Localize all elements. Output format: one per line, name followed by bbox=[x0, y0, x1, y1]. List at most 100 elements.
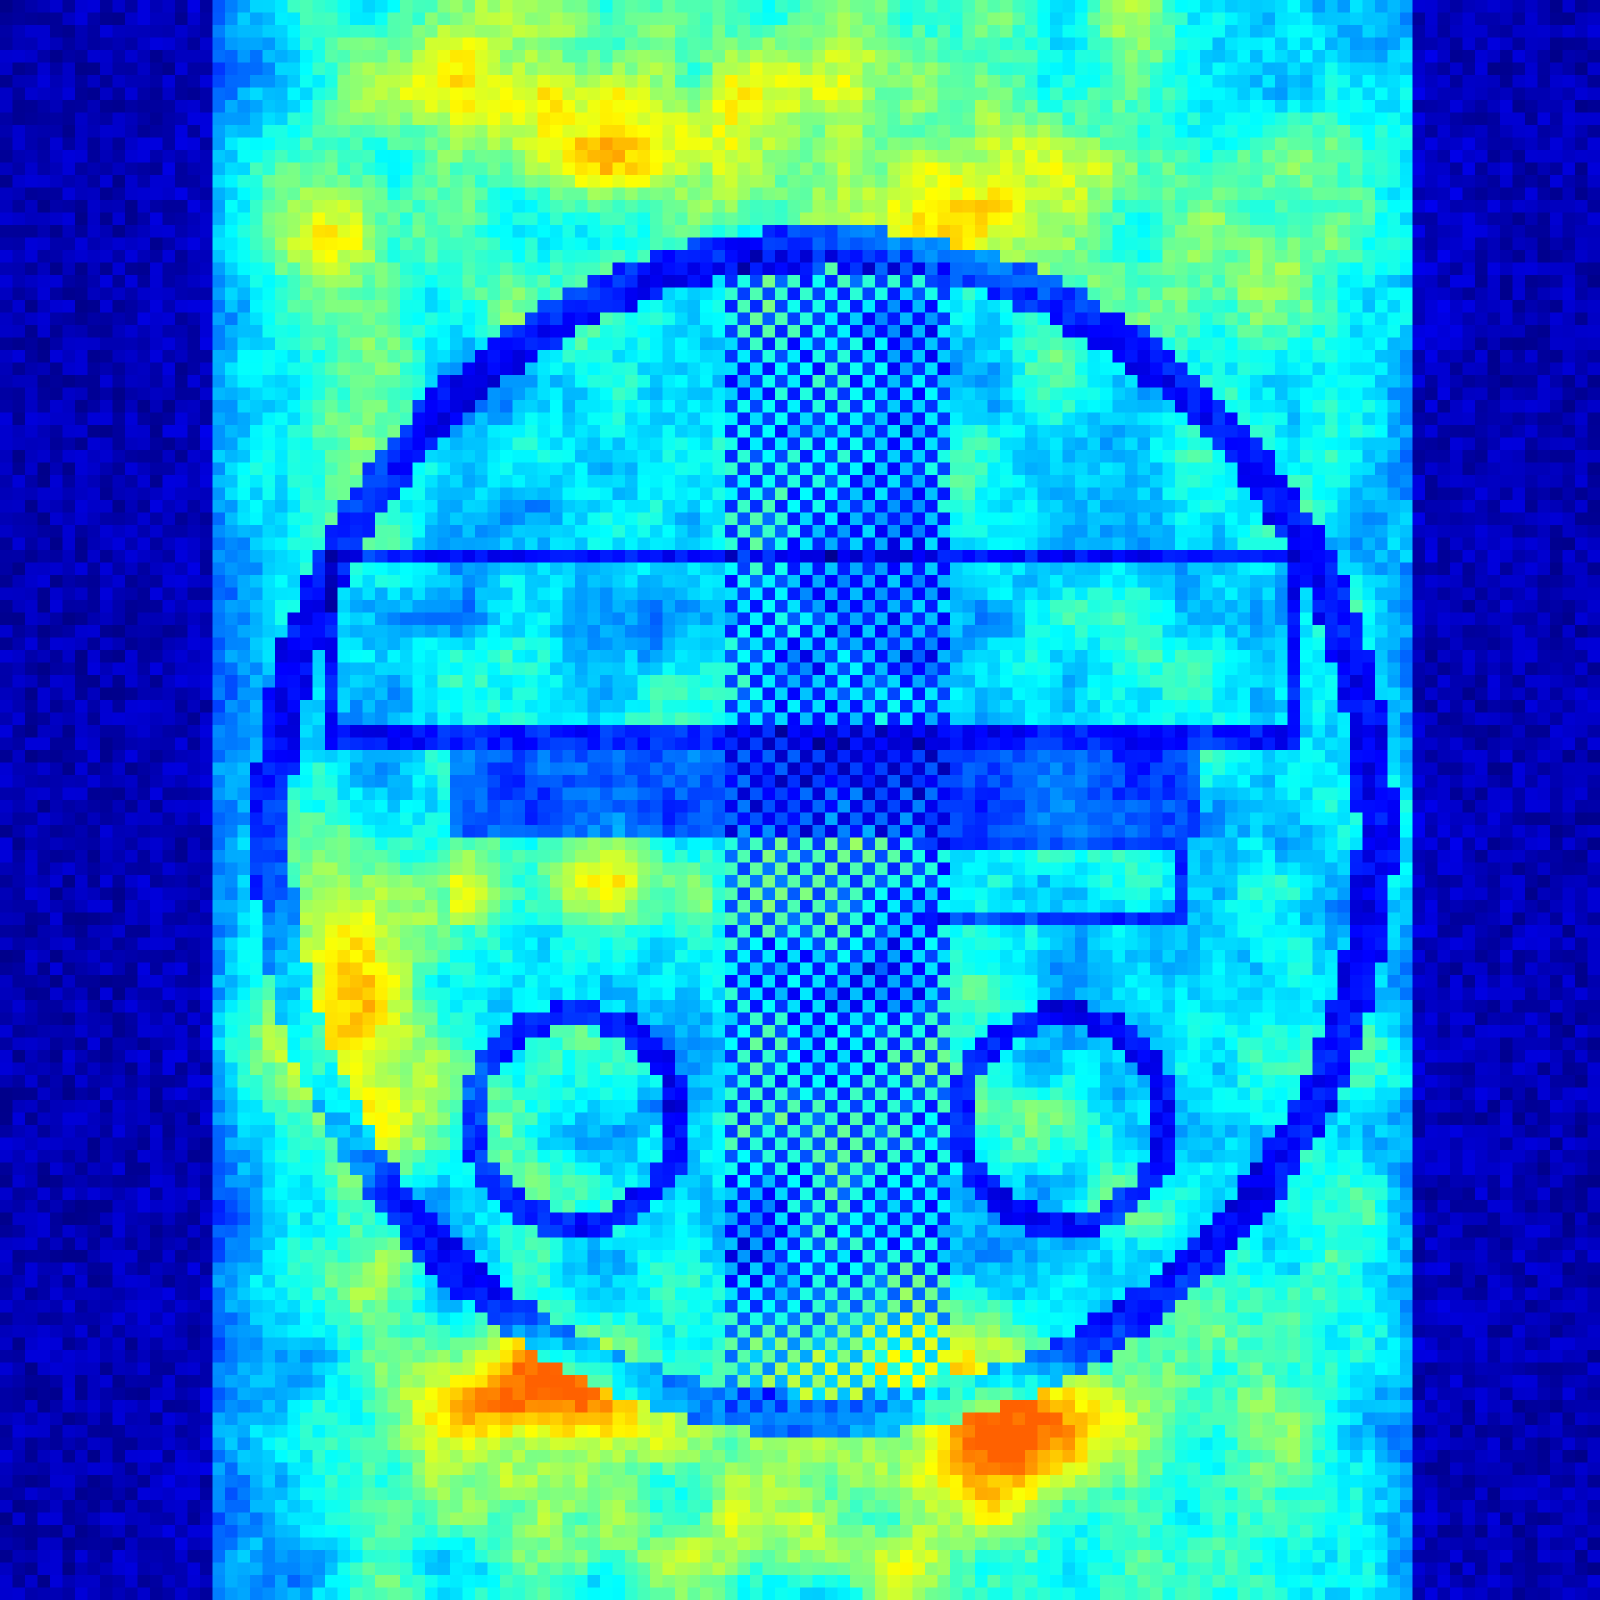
heatmap-cell bbox=[850, 325, 864, 339]
heatmap-cell bbox=[512, 400, 526, 414]
heatmap-cell bbox=[125, 400, 139, 414]
heatmap-cell bbox=[1062, 75, 1076, 89]
heatmap-cell bbox=[825, 0, 839, 14]
heatmap-cell bbox=[0, 100, 14, 114]
heatmap-cell bbox=[762, 50, 776, 64]
heatmap-cell bbox=[1037, 237, 1051, 251]
heatmap-cell bbox=[612, 25, 626, 39]
heatmap-cell bbox=[1075, 225, 1089, 239]
heatmap-cell bbox=[1200, 412, 1214, 426]
heatmap-cell bbox=[1525, 12, 1539, 26]
heatmap-cell bbox=[925, 325, 939, 339]
heatmap-cell bbox=[637, 412, 651, 426]
heatmap-cell bbox=[1362, 100, 1376, 114]
heatmap-cell bbox=[25, 112, 39, 126]
heatmap-cell bbox=[125, 287, 139, 301]
heatmap-cell bbox=[775, 437, 789, 451]
heatmap-cell bbox=[600, 412, 614, 426]
heatmap-cell bbox=[1575, 350, 1589, 364]
heatmap-cell bbox=[37, 487, 51, 501]
heatmap-cell bbox=[600, 0, 614, 14]
heatmap-cell bbox=[725, 112, 739, 126]
heatmap-cell bbox=[500, 412, 514, 426]
heatmap-cell bbox=[175, 287, 189, 301]
heatmap-cell bbox=[737, 425, 751, 439]
heatmap-cell bbox=[1387, 175, 1401, 189]
heatmap-cell bbox=[850, 312, 864, 326]
heatmap-cell bbox=[312, 137, 326, 151]
heatmap-cell bbox=[1450, 212, 1464, 226]
heatmap-cell bbox=[1112, 75, 1126, 89]
heatmap-cell bbox=[637, 462, 651, 476]
heatmap-cell bbox=[1450, 62, 1464, 76]
heatmap-cell bbox=[87, 12, 101, 26]
heatmap-cell bbox=[1087, 0, 1101, 14]
heatmap-cell bbox=[250, 100, 264, 114]
heatmap-cell bbox=[537, 75, 551, 89]
heatmap-cell bbox=[812, 300, 826, 314]
heatmap-cell bbox=[500, 325, 514, 339]
heatmap-cell bbox=[762, 125, 776, 139]
heatmap-cell bbox=[1000, 250, 1014, 264]
heatmap-cell bbox=[1325, 475, 1339, 489]
heatmap-cell bbox=[712, 337, 726, 351]
heatmap-cell bbox=[775, 300, 789, 314]
heatmap-cell bbox=[100, 87, 114, 101]
heatmap-cell bbox=[662, 87, 676, 101]
heatmap-cell bbox=[1200, 450, 1214, 464]
heatmap-cell bbox=[1200, 212, 1214, 226]
heatmap-cell bbox=[1187, 187, 1201, 201]
heatmap-cell bbox=[1025, 412, 1039, 426]
heatmap-cell bbox=[1512, 187, 1526, 201]
heatmap-cell bbox=[587, 125, 601, 139]
heatmap-cell bbox=[1150, 25, 1164, 39]
heatmap-cell bbox=[612, 137, 626, 151]
heatmap-cell bbox=[1262, 162, 1276, 176]
heatmap-cell bbox=[350, 387, 364, 401]
heatmap-cell bbox=[1550, 125, 1564, 139]
heatmap-cell bbox=[650, 437, 664, 451]
heatmap-cell bbox=[0, 375, 14, 389]
heatmap-cell bbox=[1250, 162, 1264, 176]
heatmap-cell bbox=[1050, 187, 1064, 201]
heatmap-cell bbox=[487, 162, 501, 176]
heatmap-cell bbox=[1162, 312, 1176, 326]
heatmap-cell bbox=[975, 200, 989, 214]
heatmap-cell bbox=[587, 475, 601, 489]
heatmap-cell bbox=[50, 12, 64, 26]
heatmap-cell bbox=[1437, 262, 1451, 276]
heatmap-cell bbox=[175, 125, 189, 139]
heatmap-cell bbox=[187, 162, 201, 176]
heatmap-cell bbox=[1237, 0, 1251, 14]
heatmap-cell bbox=[450, 287, 464, 301]
heatmap-cell bbox=[1287, 50, 1301, 64]
heatmap-cell bbox=[975, 337, 989, 351]
heatmap-cell bbox=[1250, 237, 1264, 251]
heatmap-cell bbox=[1025, 450, 1039, 464]
heatmap-cell bbox=[650, 87, 664, 101]
heatmap-cell bbox=[1387, 450, 1401, 464]
heatmap-cell bbox=[1300, 250, 1314, 264]
heatmap-cell bbox=[362, 12, 376, 26]
heatmap-cell bbox=[62, 212, 76, 226]
heatmap-cell bbox=[75, 62, 89, 76]
heatmap-cell bbox=[1237, 462, 1251, 476]
heatmap-cell bbox=[637, 275, 651, 289]
heatmap-cell bbox=[1175, 387, 1189, 401]
heatmap-cell bbox=[1037, 12, 1051, 26]
heatmap-cell bbox=[925, 137, 939, 151]
heatmap-cell bbox=[12, 37, 26, 51]
heatmap-cell bbox=[800, 387, 814, 401]
heatmap-cell bbox=[1487, 337, 1501, 351]
heatmap-cell bbox=[1025, 287, 1039, 301]
heatmap-cell bbox=[1400, 137, 1414, 151]
heatmap-cell bbox=[375, 100, 389, 114]
heatmap-cell bbox=[600, 237, 614, 251]
heatmap-cell bbox=[487, 400, 501, 414]
heatmap-cell bbox=[1162, 287, 1176, 301]
heatmap-cell bbox=[787, 287, 801, 301]
heatmap-cell bbox=[1412, 12, 1426, 26]
heatmap-cell bbox=[137, 0, 151, 14]
heatmap-cell bbox=[750, 87, 764, 101]
heatmap-cell bbox=[375, 137, 389, 151]
